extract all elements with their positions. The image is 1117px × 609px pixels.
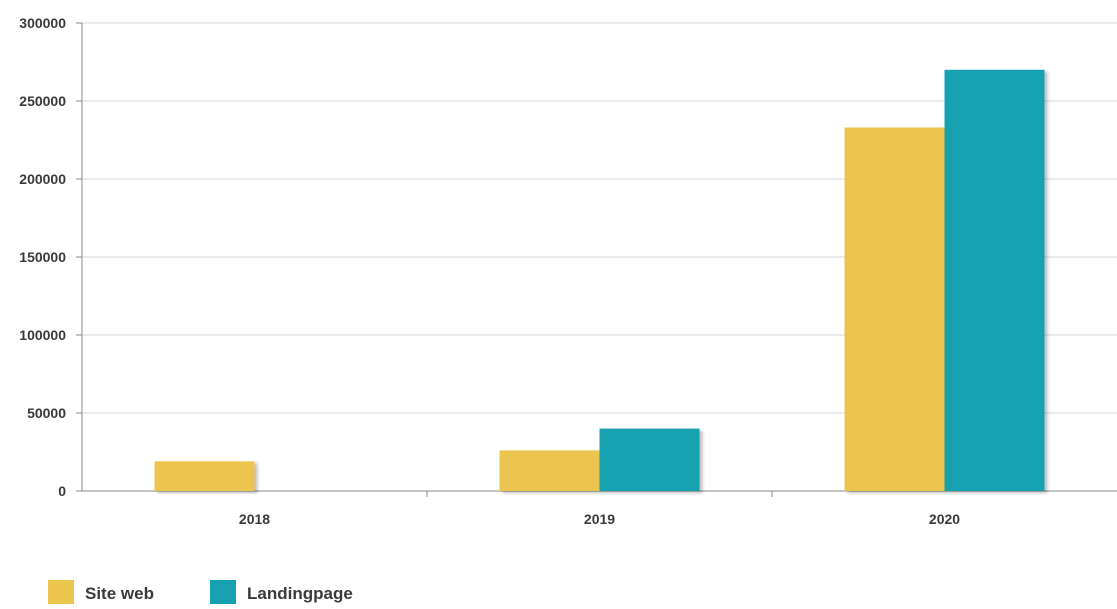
- bar-site-web-2019: [499, 450, 600, 491]
- x-tick-label: 2018: [239, 511, 270, 527]
- axis-labels: 0 50000 100000 150000 200000 250000 300000 2018…: [19, 15, 960, 527]
- legend-swatch-landingpage: [210, 580, 236, 604]
- y-tick-label: 100000: [19, 327, 66, 343]
- bars: [154, 69, 1045, 492]
- legend-label: Landingpage: [247, 584, 353, 603]
- y-tick-label: 300000: [19, 15, 66, 31]
- y-tick-label: 200000: [19, 171, 66, 187]
- y-tick-label: 250000: [19, 93, 66, 109]
- x-tick-label: 2020: [929, 511, 960, 527]
- y-tick-label: 150000: [19, 249, 66, 265]
- bar-landingpage-2020: [944, 69, 1045, 492]
- y-tick-label: 0: [58, 483, 66, 499]
- legend-swatch-site-web: [48, 580, 74, 604]
- bar-landingpage-2019: [599, 428, 700, 491]
- bar-site-web-2020: [844, 127, 945, 492]
- bar-site-web-2018: [154, 461, 255, 491]
- y-tick-label: 50000: [27, 405, 66, 421]
- x-tick-label: 2019: [584, 511, 615, 527]
- legend-label: Site web: [85, 584, 154, 603]
- legend: Site web Landingpage: [48, 580, 353, 604]
